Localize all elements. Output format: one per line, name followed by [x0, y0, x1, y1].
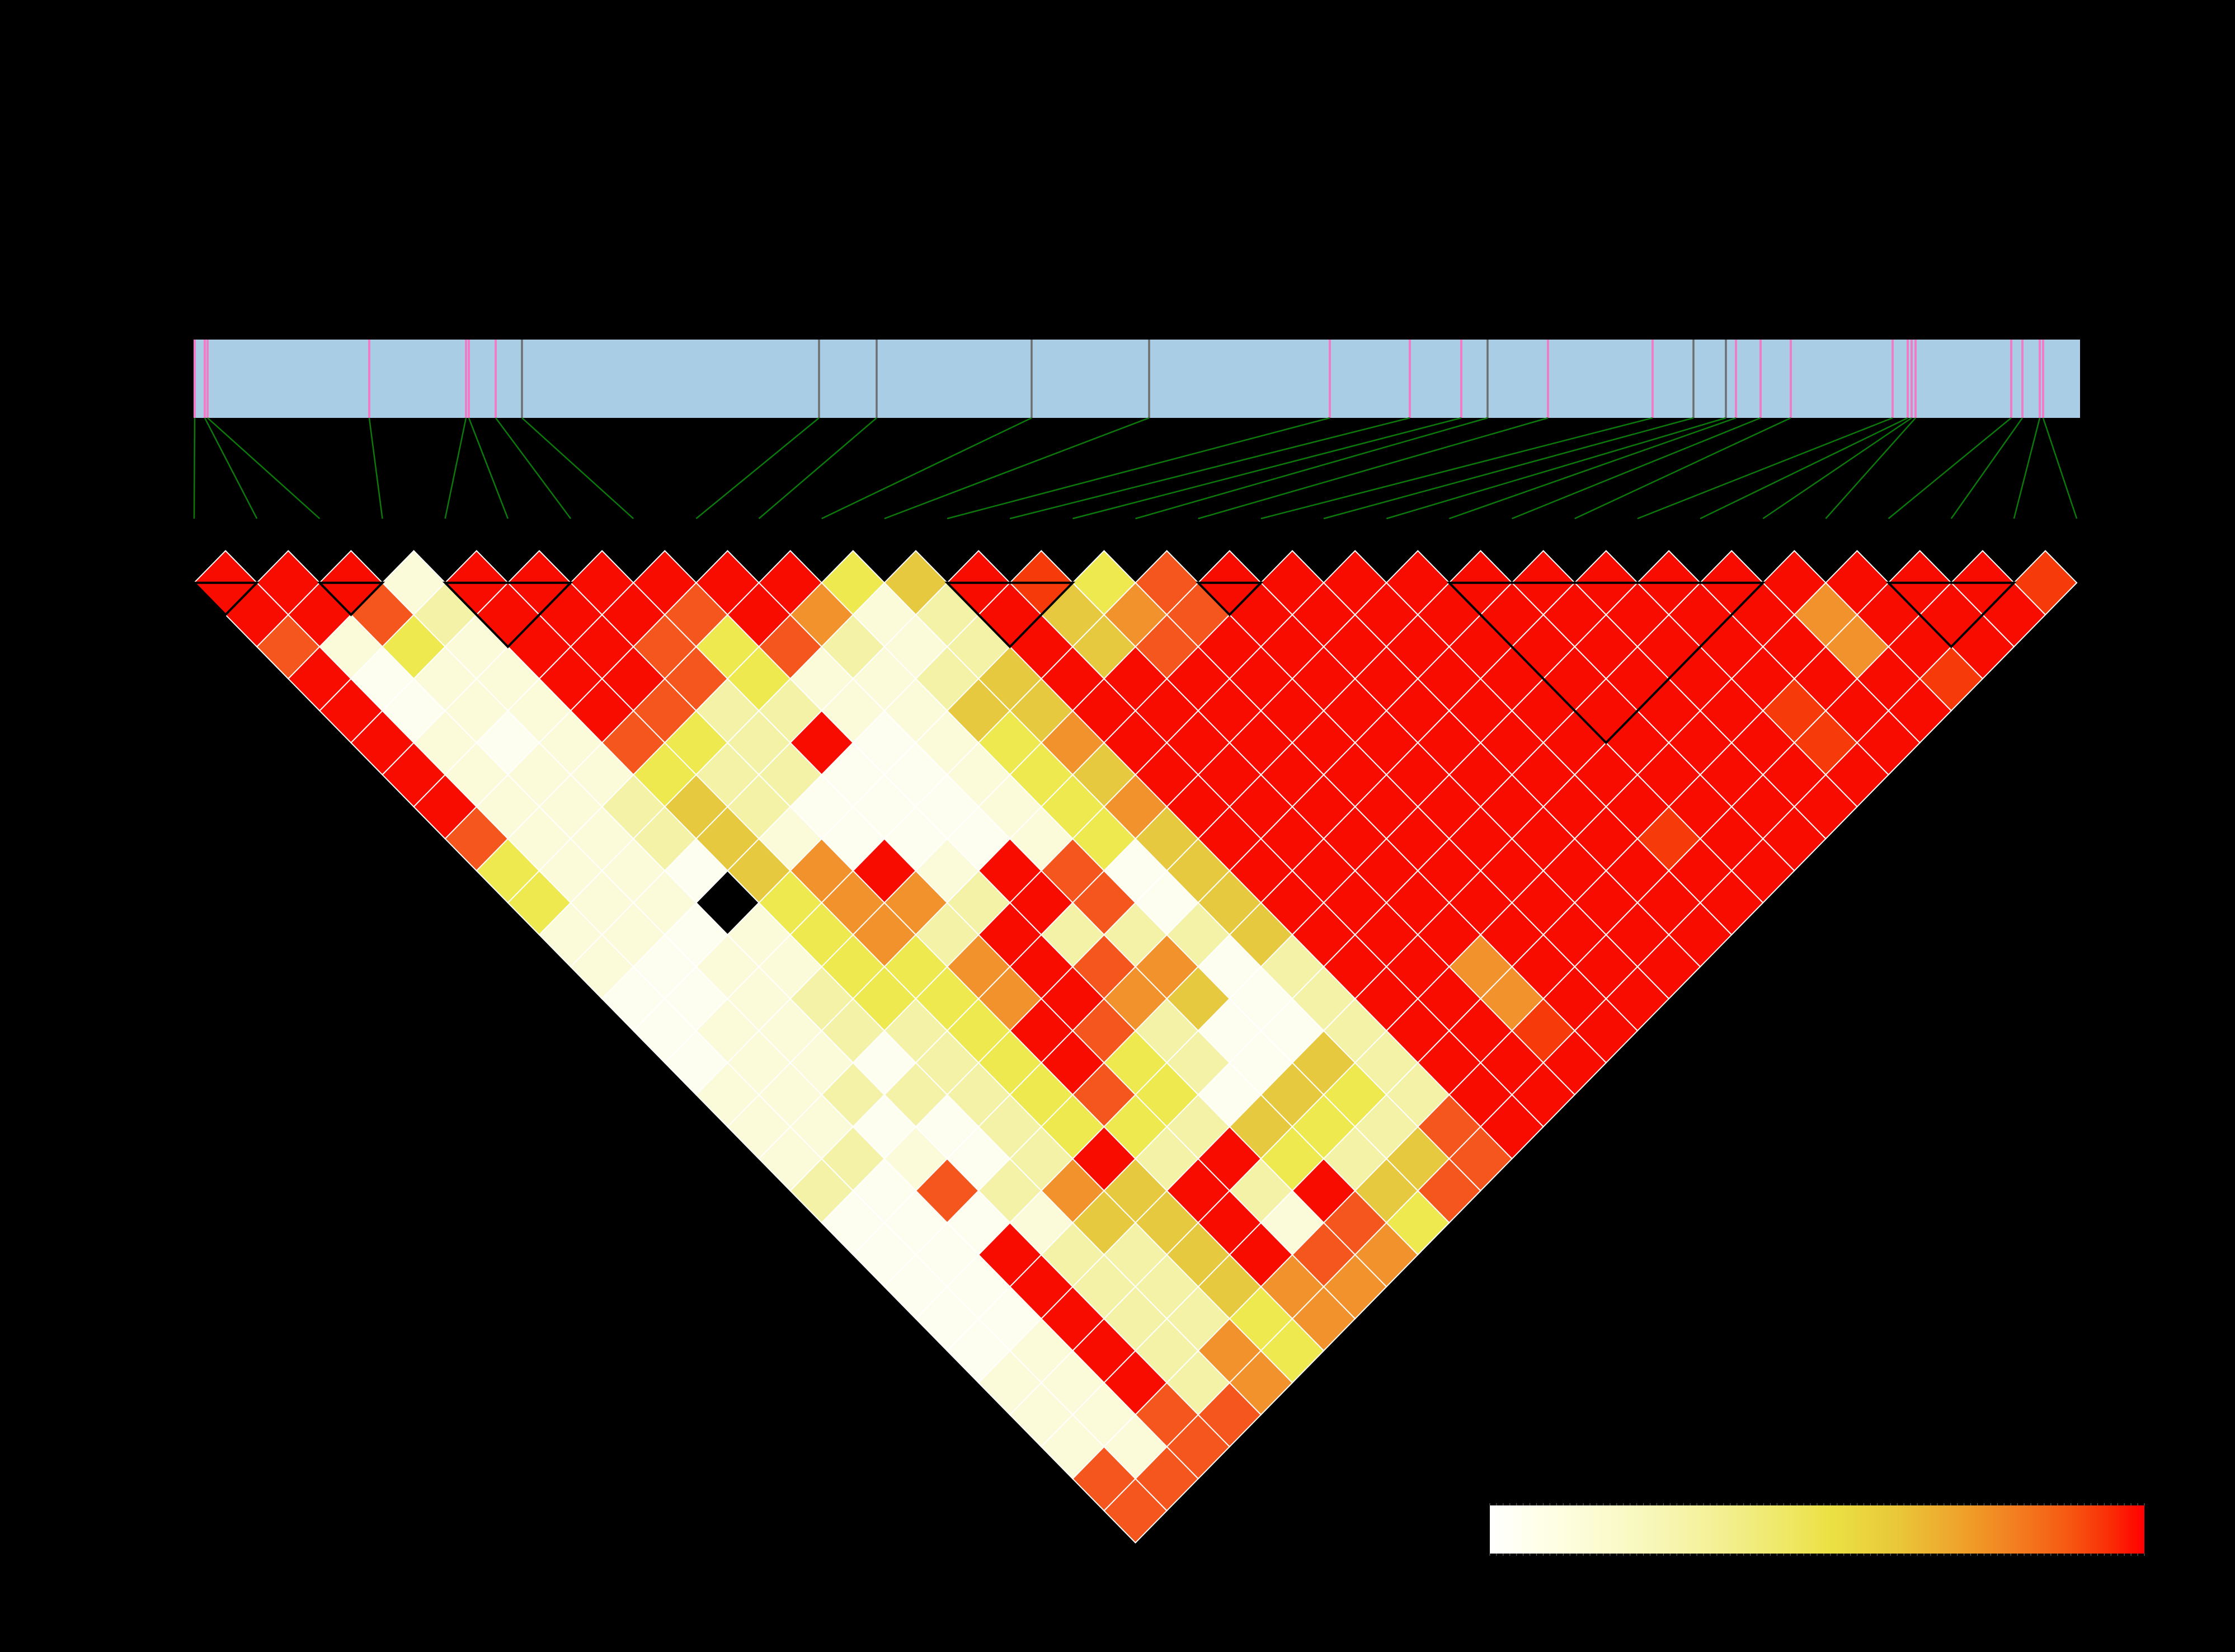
- snp-connector-line: [1448, 417, 1737, 520]
- snp-connector-line: [193, 417, 196, 519]
- snp-connector-line: [368, 417, 383, 519]
- snp-connector-line: [1198, 417, 1549, 520]
- snp-connector-line: [1637, 417, 1893, 520]
- color-key: [1489, 1503, 2145, 1556]
- snp-connector-line: [1700, 417, 1908, 520]
- snp-connector-line: [468, 417, 509, 519]
- haplotype-block-outline: [317, 581, 385, 616]
- haplotype-block-outline: [1885, 581, 2017, 648]
- snp-connector-line: [1072, 417, 1462, 520]
- snp-connector-lines: [193, 417, 2078, 520]
- snp-connector-line: [1512, 417, 1761, 520]
- snp-connector-line: [2013, 417, 2041, 519]
- snp-connector-line: [821, 417, 1032, 520]
- snp-connector-line: [1323, 417, 1694, 520]
- snp-connector-line: [444, 417, 467, 519]
- haplotype-block-outline: [1195, 581, 1264, 616]
- snp-connector-line: [1888, 417, 2012, 519]
- ld-cell-grid: [193, 550, 2078, 1544]
- snp-connector-line: [884, 417, 1150, 520]
- snp-connector-line: [2042, 417, 2078, 519]
- snp-connector-line: [1762, 417, 1912, 520]
- snp-connector-line: [1574, 417, 1791, 520]
- snp-connector-line: [1009, 417, 1410, 520]
- haplotype-block-outlines: [191, 581, 2017, 745]
- snp-connector-line: [947, 417, 1330, 520]
- color-key-bar: [1490, 1505, 2144, 1554]
- haplotype-block-outline: [944, 581, 1076, 648]
- snp-connector-line: [758, 417, 877, 519]
- snp-connector-line: [1950, 417, 2024, 519]
- haplotype-block-outline: [1446, 581, 1766, 745]
- snp-connector-line: [521, 417, 634, 519]
- genomic-region-bar: [195, 340, 2080, 418]
- ld-cell: [1103, 1477, 1168, 1544]
- haplotype-block-outline: [191, 581, 260, 616]
- snp-position-ticks: [194, 340, 2044, 418]
- snp-connector-line: [1825, 417, 1916, 519]
- snp-connector-line: [207, 417, 321, 519]
- snp-connector-line: [495, 417, 572, 519]
- snp-connector-line: [1135, 417, 1488, 520]
- snp-connector-line: [695, 417, 820, 519]
- snp-connector-line: [204, 417, 258, 519]
- snp-connector-line: [1260, 417, 1653, 520]
- haplotype-block-outline: [442, 581, 573, 648]
- snp-connector-line: [1386, 417, 1726, 520]
